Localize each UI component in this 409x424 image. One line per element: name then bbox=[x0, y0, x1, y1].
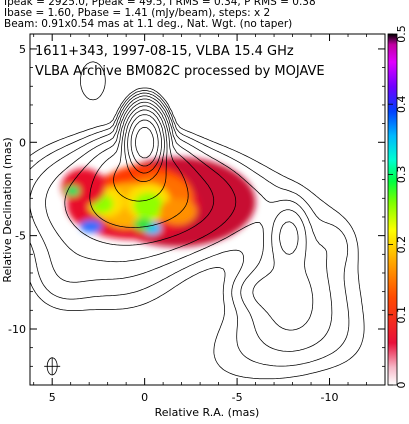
contour-level bbox=[124, 109, 165, 182]
polarization-blob bbox=[133, 217, 153, 231]
polarization-blob bbox=[133, 192, 164, 219]
contour-level bbox=[113, 105, 168, 202]
beam-ellipse bbox=[44, 357, 61, 376]
contour-level bbox=[130, 119, 159, 167]
polarization-color-map bbox=[61, 157, 256, 247]
contour-level bbox=[64, 98, 299, 255]
x-axis-label: Relative R.A. (mas) bbox=[155, 406, 260, 419]
polarization-blob bbox=[79, 219, 103, 233]
plot-frame bbox=[29, 33, 386, 386]
colorbar-tick-label: 0.2 bbox=[395, 236, 408, 254]
contour-level bbox=[89, 101, 189, 228]
source-annotation: 1611+343, 1997-08-15, VLBA 15.4 GHz bbox=[35, 44, 294, 59]
contour-level bbox=[30, 90, 350, 367]
contour-level bbox=[30, 61, 365, 380]
polarization-blob bbox=[159, 198, 197, 225]
x-tick-label: 0 bbox=[141, 391, 148, 404]
header-stats-line1: Ipeak = 2925.0, Ppeak = 49.5, I RMS = 0.… bbox=[4, 0, 316, 8]
contour-level bbox=[45, 95, 314, 331]
archive-annotation: VLBA Archive BM082C processed by MOJAVE bbox=[35, 64, 325, 79]
y-axis-label: Relative Declination (mas) bbox=[1, 137, 14, 282]
colorbar-tick-label: 0.5 bbox=[395, 25, 408, 43]
header-beam-line: Beam: 0.91x0.54 mas at 1.1 deg., Nat. Wg… bbox=[4, 18, 293, 30]
colorbar-tick-label: 0.3 bbox=[395, 166, 408, 184]
axis-ticks: 5 0 -5 -10 5 0 -5 -10 bbox=[8, 34, 386, 404]
contour-level bbox=[30, 92, 333, 352]
intensity-contours bbox=[30, 61, 365, 380]
header-stats-line2: Ibase = 1.60, Pbase = 1.41 (mJy/beam), s… bbox=[4, 7, 271, 19]
y-tick-label: 0 bbox=[19, 136, 26, 149]
colorbar-tick-label: 0 bbox=[395, 382, 408, 389]
x-tick-label: -5 bbox=[232, 391, 243, 404]
colorbar-tick-label: 0.4 bbox=[395, 95, 408, 113]
x-tick-label: 5 bbox=[49, 391, 56, 404]
colorbar-ticks: 0 0.1 0.2 0.3 0.4 0.5 bbox=[388, 25, 408, 389]
y-tick-label: -5 bbox=[15, 230, 26, 243]
colorbar bbox=[387, 33, 398, 386]
x-tick-label: -10 bbox=[321, 391, 339, 404]
contour-level bbox=[127, 114, 162, 174]
contour-level bbox=[135, 127, 155, 159]
colorbar-tick-label: 0.1 bbox=[395, 306, 408, 324]
y-tick-label: -10 bbox=[8, 323, 26, 336]
y-tick-label: 5 bbox=[19, 43, 26, 56]
